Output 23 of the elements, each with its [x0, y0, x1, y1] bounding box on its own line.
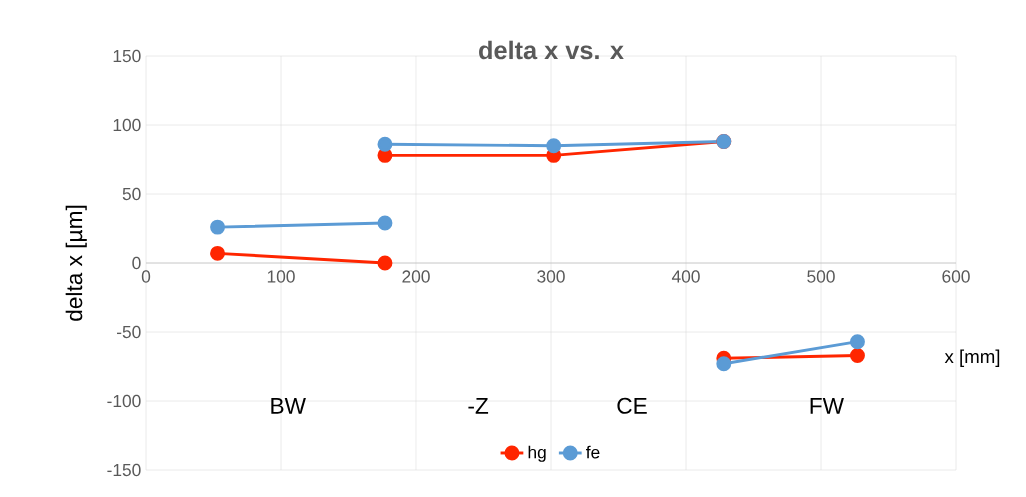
annotation: CE [617, 397, 647, 414]
y-tick-label: -50 [117, 325, 141, 339]
x-tick-label: 400 [671, 270, 700, 283]
y-tick-label: 50 [122, 187, 141, 201]
x-tick-label: 200 [402, 270, 430, 283]
annotation: -Z [468, 398, 489, 414]
annotation: FW [810, 398, 844, 414]
y-tick-label: 0 [132, 256, 141, 270]
legend-label: hg [528, 445, 546, 462]
x-tick-label: 500 [807, 270, 835, 283]
y-tick-label: 150 [113, 49, 141, 63]
legend-label: fe [586, 445, 600, 459]
y-tick-label: -150 [107, 463, 141, 477]
chart-title: delta x vs. x [479, 40, 624, 60]
y-tick-label: -100 [107, 394, 141, 408]
x-tick-label: 300 [537, 270, 565, 283]
x-axis-title: x [mm] [944, 349, 1000, 367]
y-axis-title: delta x [µm] [65, 205, 87, 321]
x-tick-label: 600 [942, 270, 970, 283]
x-tick-label: 0 [141, 270, 151, 283]
x-tick-label: 100 [267, 270, 295, 283]
y-tick-label: 100 [113, 118, 141, 132]
annotation: BW [271, 398, 306, 414]
